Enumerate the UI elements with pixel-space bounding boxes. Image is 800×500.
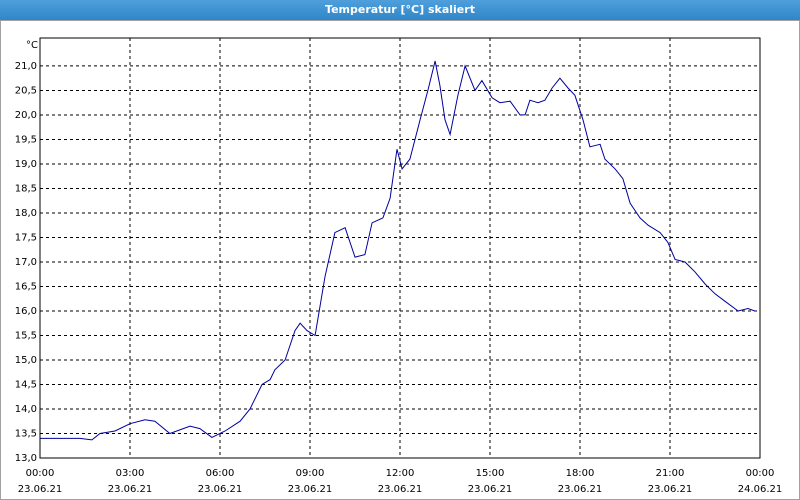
x-tick-date: 23.06.21 bbox=[378, 484, 423, 495]
y-tick-label: 15,5 bbox=[15, 330, 37, 341]
window-title: Temperatur [°C] skaliert bbox=[325, 3, 475, 16]
y-tick-label: 18,0 bbox=[15, 208, 37, 219]
y-tick-label: 15,0 bbox=[15, 355, 37, 366]
x-tick-label: 00:00 bbox=[26, 468, 55, 479]
x-tick-label: 03:00 bbox=[116, 468, 145, 479]
x-tick-date: 23.06.21 bbox=[198, 484, 243, 495]
x-tick-date: 24.06.21 bbox=[738, 484, 783, 495]
x-tick-date: 23.06.21 bbox=[648, 484, 693, 495]
title-bar bbox=[0, 0, 800, 20]
y-tick-label: 16,0 bbox=[15, 306, 37, 317]
x-tick-date: 23.06.21 bbox=[288, 484, 333, 495]
x-tick-label: 12:00 bbox=[386, 468, 415, 479]
y-unit: °C bbox=[26, 40, 38, 51]
y-tick-label: 18,5 bbox=[15, 183, 37, 194]
y-tick-label: 20,0 bbox=[15, 110, 37, 121]
y-tick-label: 19,5 bbox=[15, 134, 37, 145]
y-tick-label: 19,0 bbox=[15, 159, 37, 170]
y-tick-label: 13,0 bbox=[15, 453, 37, 464]
temperature-line bbox=[40, 60, 756, 441]
y-tick-label: 20,5 bbox=[15, 85, 37, 96]
y-tick-label: 14,0 bbox=[15, 404, 37, 415]
x-tick-date: 23.06.21 bbox=[558, 484, 603, 495]
y-tick-label: 17,5 bbox=[15, 232, 37, 243]
y-tick-label: 13,5 bbox=[15, 428, 37, 439]
x-tick-date: 23.06.21 bbox=[108, 484, 153, 495]
y-tick-label: 17,0 bbox=[15, 257, 37, 268]
x-tick-label: 15:00 bbox=[476, 468, 505, 479]
x-tick-label: 09:00 bbox=[296, 468, 325, 479]
y-tick-label: 16,5 bbox=[15, 281, 37, 292]
x-tick-date: 23.06.21 bbox=[468, 484, 513, 495]
x-tick-label: 18:00 bbox=[566, 468, 595, 479]
x-tick-label: 00:00 bbox=[746, 468, 775, 479]
x-tick-label: 21:00 bbox=[656, 468, 685, 479]
x-tick-date: 23.06.21 bbox=[18, 484, 63, 495]
plot-frame bbox=[39, 37, 761, 459]
y-tick-label: 14,5 bbox=[15, 379, 37, 390]
y-tick-label: 21,0 bbox=[15, 61, 37, 72]
x-tick-label: 06:00 bbox=[206, 468, 235, 479]
